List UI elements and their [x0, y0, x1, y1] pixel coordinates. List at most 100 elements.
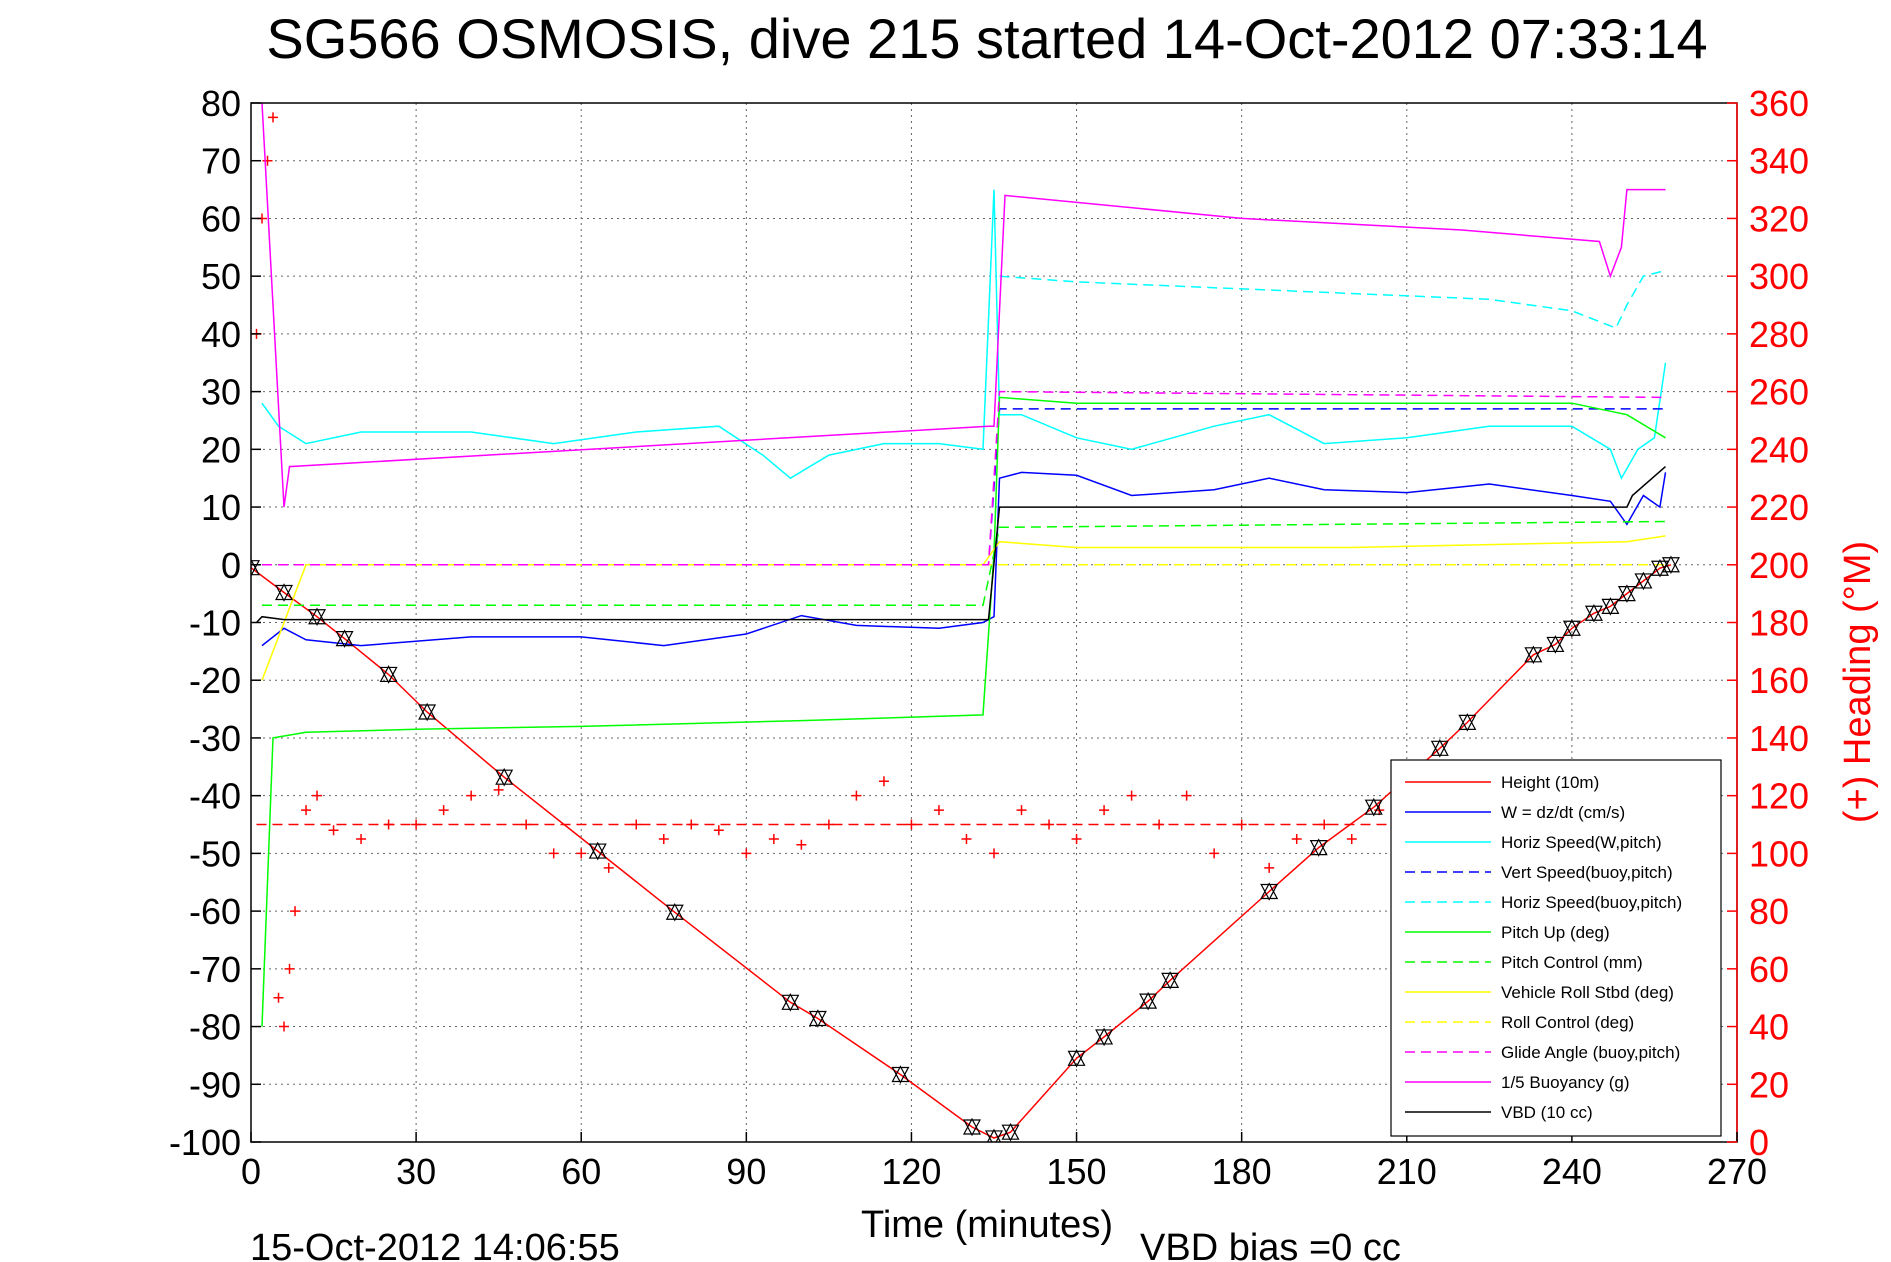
x-tick-label: 150 — [1047, 1151, 1107, 1192]
legend-label: 1/5 Buoyancy (g) — [1501, 1073, 1630, 1092]
heading-point — [1209, 848, 1220, 859]
y2-tick-label: 180 — [1749, 603, 1809, 644]
heading-point — [989, 848, 999, 859]
height-marker — [891, 1065, 910, 1084]
heading-point — [768, 833, 779, 844]
y-tick-label: 60 — [201, 198, 241, 239]
heading-point — [1016, 805, 1027, 816]
height-marker — [1430, 739, 1449, 758]
heading-point — [878, 776, 889, 787]
series-line-4 — [999, 269, 1666, 330]
heading-point — [961, 833, 972, 844]
height-marker — [962, 1117, 981, 1137]
height-marker — [781, 993, 800, 1012]
height-marker — [1524, 645, 1543, 665]
heading-point — [906, 819, 917, 830]
footer-date: 15-Oct-2012 14:06:55 — [250, 1227, 620, 1262]
height-marker — [251, 558, 260, 577]
heading-point — [312, 790, 323, 801]
legend-label: Horiz Speed(W,pitch) — [1501, 833, 1662, 852]
height-marker — [588, 841, 607, 861]
y-tick-label: -80 — [189, 1007, 241, 1048]
x-tick-label: 120 — [881, 1151, 941, 1192]
y-tick-label: 70 — [201, 141, 241, 182]
heading-point — [383, 819, 394, 830]
heading-point — [411, 819, 422, 830]
chart-title: SG566 OSMOSIS, dive 215 started 14-Oct-2… — [266, 7, 1707, 70]
legend-box — [1390, 759, 1722, 1137]
heading-point — [262, 155, 273, 166]
series-group — [251, 103, 1680, 1142]
heading-point — [1291, 833, 1302, 844]
height-marker — [1584, 603, 1603, 623]
heading-point — [1044, 819, 1055, 830]
height-marker — [665, 902, 684, 922]
legend-label: Vehicle Roll Stbd (deg) — [1501, 983, 1674, 1002]
heading-point — [603, 862, 614, 873]
height-marker — [495, 767, 514, 787]
legend-label: Vert Speed(buoy,pitch) — [1501, 863, 1673, 882]
heading-point — [851, 790, 862, 801]
heading-point — [1126, 790, 1137, 801]
legend: Height (10m) W = dz/dt (cm/s) Horiz Speed(… — [1390, 759, 1722, 1137]
y-tick-label: -70 — [189, 949, 241, 990]
heading-point — [268, 112, 279, 123]
heading-point — [438, 805, 449, 816]
height-marker — [1634, 571, 1653, 591]
heading-point — [284, 963, 295, 974]
height-marker — [1095, 1027, 1114, 1047]
right-axis-label: (+) Heading (°M) — [1837, 541, 1879, 823]
height-marker — [1562, 618, 1581, 638]
heading-point — [933, 805, 944, 816]
heading-point — [493, 784, 504, 795]
x-tick-label: 60 — [561, 1151, 601, 1192]
x-axis-label: Time (minutes) — [861, 1204, 1113, 1246]
heading-point — [279, 1021, 290, 1032]
height-marker — [1001, 1122, 1020, 1142]
heading-point — [686, 819, 697, 830]
heading-point — [328, 825, 339, 836]
y-tick-label: -30 — [189, 718, 241, 759]
height-marker — [1309, 838, 1328, 857]
y-tick-label: -60 — [189, 891, 241, 932]
legend-label: Pitch Control (mm) — [1501, 953, 1643, 972]
series-line-1 — [261, 471, 1667, 647]
series-line-5 — [261, 396, 1666, 1027]
legend-label: Pitch Up (deg) — [1501, 923, 1610, 942]
height-marker — [1161, 971, 1180, 990]
y2-tick-label: 280 — [1749, 314, 1809, 355]
y-tick-label: -10 — [189, 603, 241, 644]
height-marker — [1139, 991, 1158, 1011]
height-marker — [1067, 1049, 1086, 1068]
heading-point — [521, 819, 532, 830]
height-marker — [808, 1009, 827, 1028]
heading-point — [1071, 833, 1082, 844]
heading-point — [796, 839, 807, 850]
height-marker — [379, 665, 398, 684]
y2-tick-label: 80 — [1749, 891, 1789, 932]
heading-point — [273, 992, 284, 1003]
y2-tick-label: 220 — [1749, 487, 1809, 528]
heading-point — [466, 790, 477, 801]
heading-point — [1346, 833, 1357, 844]
legend-label: Height (10m) — [1501, 773, 1599, 792]
heading-point — [576, 848, 587, 859]
y2-tick-label: 360 — [1749, 83, 1809, 124]
series-line-7 — [261, 535, 1666, 681]
height-marker — [985, 1128, 1003, 1142]
legend-label: Horiz Speed(buoy,pitch) — [1501, 893, 1682, 912]
y2-tick-label: 260 — [1749, 372, 1809, 413]
heading-point — [548, 848, 559, 859]
series-line-6 — [262, 520, 1666, 606]
y-tick-label: -20 — [189, 660, 241, 701]
heading-point — [713, 825, 724, 836]
y2-tick-label: 340 — [1749, 141, 1809, 182]
heading-point — [823, 819, 834, 830]
y2-tick-label: 240 — [1749, 429, 1809, 470]
footer-note: VBD bias =0 cc — [1140, 1227, 1401, 1262]
height-marker — [1260, 882, 1279, 901]
heading-point — [1319, 819, 1330, 830]
x-tick-label: 270 — [1707, 1151, 1767, 1192]
height-marker — [335, 629, 354, 648]
